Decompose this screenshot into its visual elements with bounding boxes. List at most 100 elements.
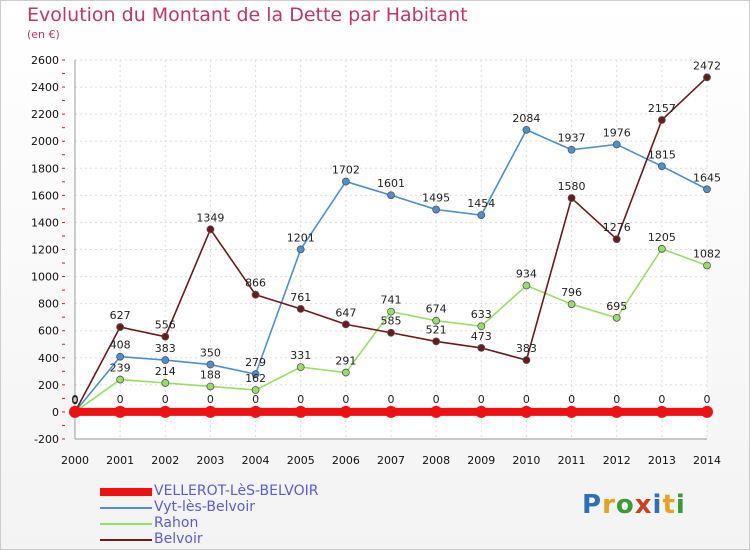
data-label-1: 1815 [648,148,676,161]
x-tick-label: 2008 [422,454,450,467]
data-label-0: 0 [433,393,440,406]
data-point-1 [567,145,576,154]
data-point-2 [567,300,576,309]
data-label-3: 383 [516,342,537,355]
data-label-3: 556 [155,319,176,332]
data-label-2: 331 [290,349,311,362]
data-point-2 [522,281,531,290]
y-tick-label: 600 [38,325,59,338]
data-label-3: 647 [335,306,356,319]
data-point-2 [703,261,711,270]
data-point-0 [385,405,397,418]
data-label-3: 866 [245,277,266,290]
data-label-3: 0 [72,394,79,407]
y-tick-label: 1400 [31,216,59,229]
x-tick-label: 2007 [377,454,405,467]
data-point-3 [387,328,395,337]
data-label-2: 633 [471,308,492,321]
data-point-2 [387,307,395,316]
data-point-1 [703,185,711,194]
data-point-3 [296,305,305,313]
logo-letter: i [652,490,663,520]
legend-swatch-rahon [100,523,152,525]
chart-title: Evolution du Montant de la Dette par Hab… [27,4,468,26]
data-point-1 [206,360,215,369]
data-label-3: 585 [381,315,402,328]
data-label-0: 0 [613,393,620,406]
data-label-3: 473 [471,330,492,343]
legend-swatch-vyt [100,507,152,509]
data-point-2 [341,368,350,377]
data-label-3: 2472 [693,59,721,72]
legend-swatch-vellerot [100,488,152,496]
data-label-2: 741 [381,294,402,307]
data-point-3 [567,194,576,202]
logo-letter: P [582,490,603,520]
data-label-0: 0 [658,393,665,406]
data-point-1 [161,356,170,364]
data-point-3 [477,344,486,352]
data-point-0 [69,405,81,418]
x-tick-label: 2011 [558,454,586,467]
data-label-0: 0 [342,393,349,406]
data-label-1: 1702 [332,164,360,177]
y-tick-label: 2000 [31,135,59,148]
data-label-2: 695 [606,300,627,313]
y-tick-label: 400 [38,352,59,365]
data-label-3: 1276 [603,221,631,234]
data-point-2 [161,379,170,387]
y-tick-label: 800 [38,298,59,311]
data-point-0 [339,405,352,418]
data-label-1: 1976 [603,126,631,139]
data-point-0 [701,405,713,418]
y-tick-label: -200 [34,433,59,446]
data-point-2 [612,313,621,322]
data-label-3: 521 [426,323,447,336]
legend-label-belvoir: Belvoir [154,531,203,547]
data-label-2: 188 [200,368,221,381]
legend-label-vellerot: VELLEROT-LèS-BELVOIR [154,483,319,499]
data-point-3 [161,332,170,341]
data-point-2 [296,363,305,372]
data-label-2: 214 [155,365,176,378]
data-point-1 [522,125,531,134]
data-point-3 [657,116,666,124]
data-label-1: 383 [155,342,176,355]
data-label-2: 1082 [693,247,721,260]
data-label-0: 0 [704,393,711,406]
logo-letter: x [634,490,653,520]
data-point-0 [475,405,488,418]
data-point-3 [432,337,441,346]
data-point-3 [116,323,125,331]
data-point-0 [520,405,533,418]
logo-letter: r [602,490,616,520]
y-tick-label: 1000 [31,271,59,284]
data-label-2: 0 [72,394,79,407]
x-tick-label: 2009 [467,454,495,467]
data-point-2 [477,322,486,331]
logo-letter: i [675,490,686,520]
data-label-1: 1937 [558,132,586,145]
x-tick-label: 2014 [693,454,721,467]
proxiti-logo: Proxiti [582,490,686,520]
data-label-3: 627 [110,309,131,322]
data-label-1: 1495 [422,192,450,205]
data-label-1: 350 [200,347,221,360]
data-point-2 [432,316,441,325]
data-label-2: 674 [426,303,447,316]
logo-letter: o [615,490,635,520]
data-point-1 [657,162,666,171]
data-label-3: 2157 [648,102,676,115]
data-point-2 [657,244,666,253]
x-tick-label: 2012 [603,454,631,467]
data-point-1 [387,191,395,200]
data-label-1: 2084 [512,112,540,125]
data-label-1: 279 [245,356,266,369]
data-label-2: 162 [245,372,266,385]
data-label-2: 1205 [648,231,676,244]
x-tick-label: 2002 [151,454,179,467]
data-label-3: 761 [290,291,311,304]
data-label-2: 796 [561,286,582,299]
x-tick-label: 2004 [242,454,270,467]
x-tick-label: 2001 [106,454,134,467]
